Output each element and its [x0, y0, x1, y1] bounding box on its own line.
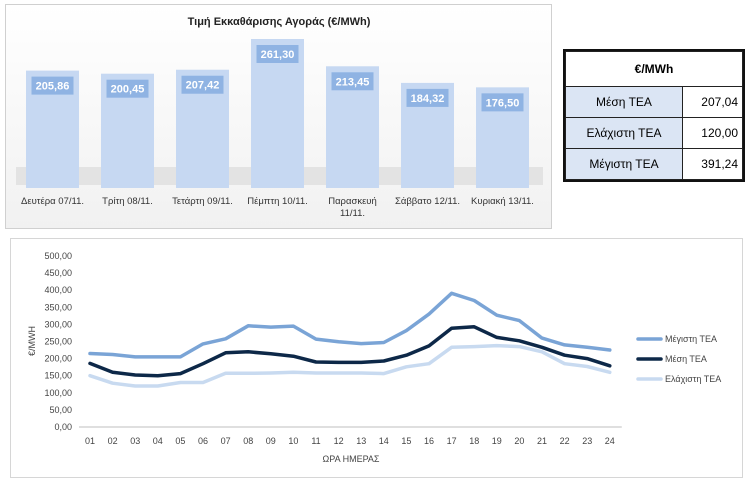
y-tick-label: 250,00 — [44, 337, 72, 347]
y-tick-label: 100,00 — [44, 388, 72, 398]
line-chart: 0,00 50,00 100,00 150,00 200,00 250,00 300,00 3… — [27, 251, 721, 464]
bar-chart-panel: Τιμή Εκκαθάρισης Αγοράς (€/MWh) 205,86 Δευ… — [5, 4, 552, 229]
category-label: Δευτέρα 07/11. — [21, 196, 84, 207]
data-label-box — [481, 93, 524, 112]
x-tick-label: 23 — [582, 436, 592, 446]
data-label: 200,45 — [111, 84, 145, 96]
stats-header-row: €/MWh — [565, 51, 743, 87]
x-tick-label: 06 — [198, 436, 208, 446]
category-label: Τρίτη 08/11. — [102, 196, 153, 207]
category-label: 11/11. — [340, 208, 365, 219]
category-label: Πέμπτη 10/11. — [247, 196, 308, 207]
bar-chart: Τιμή Εκκαθάρισης Αγοράς (€/MWh) 205,86 Δευ… — [16, 16, 543, 219]
y-tick-label: 150,00 — [44, 371, 72, 381]
x-tick-label: 10 — [288, 436, 298, 446]
data-label: 261,30 — [261, 49, 295, 61]
y-tick-label: 50,00 — [49, 405, 72, 415]
y-tick-label: 500,00 — [44, 251, 72, 261]
data-label: 213,45 — [336, 76, 370, 88]
chart-title: Τιμή Εκκαθάρισης Αγοράς (€/MWh) — [188, 16, 371, 28]
x-tick-label: 19 — [492, 436, 502, 446]
data-label-box — [106, 79, 149, 98]
x-tick-label: 13 — [356, 436, 366, 446]
stats-value: 391,24 — [682, 148, 743, 180]
x-tick-label: 02 — [108, 436, 118, 446]
data-label-box — [331, 72, 374, 91]
category-label: Κυριακή 13/11. — [471, 196, 534, 207]
stats-row: Μέγιστη ΤΕΑ 391,24 — [565, 148, 743, 180]
stats-value: 207,04 — [682, 86, 743, 118]
stats-value: 120,00 — [682, 117, 743, 149]
x-tick-label: 08 — [243, 436, 253, 446]
x-tick-label: 15 — [401, 436, 411, 446]
x-tick-label: 18 — [469, 436, 479, 446]
x-tick-label: 03 — [130, 436, 140, 446]
y-tick-label: 400,00 — [44, 285, 72, 295]
x-tick-label: 05 — [175, 436, 185, 446]
data-label: 207,42 — [186, 80, 220, 92]
x-tick-label: 01 — [85, 436, 95, 446]
bar — [251, 39, 304, 188]
y-axis-label: €/MWH — [27, 326, 37, 356]
x-tick-label: 21 — [537, 436, 547, 446]
x-tick-label: 17 — [447, 436, 457, 446]
x-axis-label: ΩΡΑ ΗΜΕΡΑΣ — [323, 454, 380, 464]
series-line — [88, 325, 612, 378]
legend-label: Μέση ΤΕΑ — [665, 354, 707, 364]
stats-header: €/MWh — [565, 51, 743, 87]
data-label-box — [256, 45, 299, 63]
stats-row: Μέση ΤΕΑ 207,04 — [565, 86, 743, 118]
line-chart-panel: 0,00 50,00 100,00 150,00 200,00 250,00 300,00 3… — [10, 238, 743, 478]
x-tick-label: 16 — [424, 436, 434, 446]
x-tick-label: 12 — [334, 436, 344, 446]
category-label: Παρασκευή — [328, 196, 377, 207]
y-tick-label: 300,00 — [44, 319, 72, 329]
x-tick-label: 11 — [311, 436, 320, 446]
y-tick-label: 0,00 — [54, 422, 72, 432]
y-tick-label: 350,00 — [44, 302, 72, 312]
stats-table: €/MWh Μέση ΤΕΑ 207,04 Ελάχιστη ΤΕΑ 120,0… — [563, 49, 745, 182]
category-label: Σάββατο 12/11. — [395, 196, 460, 207]
stats-label: Μέγιστη ΤΕΑ — [565, 148, 683, 180]
stats-label: Ελάχιστη ΤΕΑ — [565, 117, 683, 149]
x-tick-label: 04 — [153, 436, 163, 446]
x-tick-label: 07 — [221, 436, 231, 446]
stats-row: Ελάχιστη ΤΕΑ 120,00 — [565, 117, 743, 149]
x-tick-label: 24 — [605, 436, 615, 446]
category-label: Τετάρτη 09/11. — [172, 196, 233, 207]
legend-label: Μέγιστη ΤΕΑ — [665, 334, 717, 344]
stats-label: Μέση ΤΕΑ — [565, 86, 683, 118]
legend-label: Ελάχιστη ΤΕΑ — [665, 374, 721, 384]
x-tick-label: 14 — [379, 436, 389, 446]
series-line — [88, 343, 612, 388]
data-label: 176,50 — [486, 97, 520, 109]
data-label: 184,32 — [411, 93, 445, 105]
series-line — [88, 291, 612, 359]
data-label-box — [31, 76, 74, 95]
y-tick-label: 450,00 — [44, 268, 72, 278]
x-tick-label: 22 — [560, 436, 570, 446]
data-label-box — [181, 75, 224, 94]
data-label-box — [406, 88, 449, 107]
x-tick-label: 20 — [514, 436, 524, 446]
data-label: 205,86 — [36, 81, 70, 93]
y-tick-label: 200,00 — [44, 354, 72, 364]
x-tick-label: 09 — [266, 436, 276, 446]
